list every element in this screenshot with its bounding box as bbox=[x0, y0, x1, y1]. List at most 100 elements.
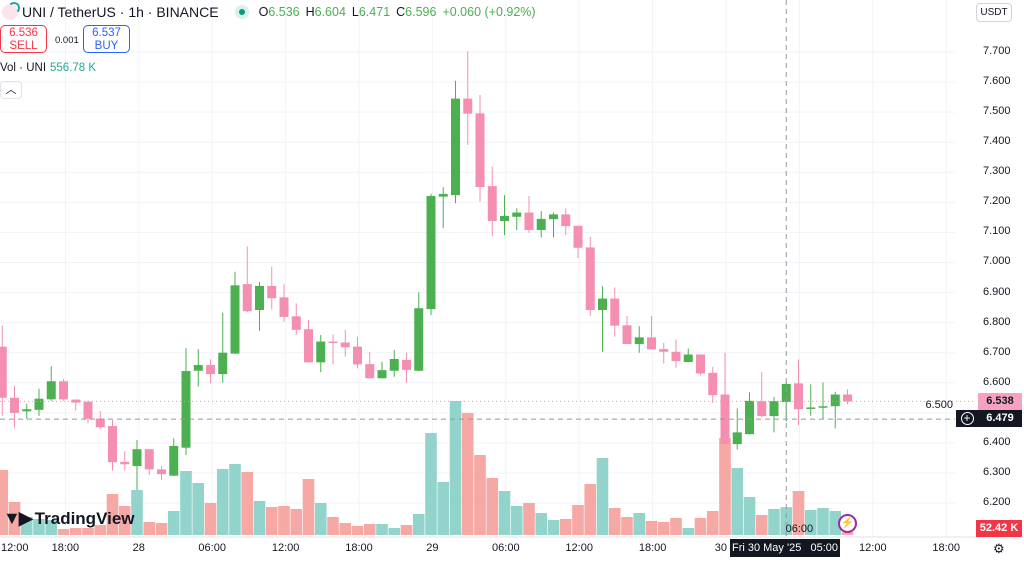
volume-bar bbox=[657, 522, 670, 535]
candle-body bbox=[683, 354, 693, 363]
candle-body bbox=[10, 397, 19, 413]
volume-bar bbox=[155, 523, 168, 535]
price-tick: 6.900 bbox=[983, 285, 1011, 298]
time-tick: 29 bbox=[426, 542, 439, 554]
settings-icon[interactable]: ⚙ bbox=[993, 541, 1005, 556]
lightning-icon[interactable]: ⚡ bbox=[838, 514, 857, 533]
candle-body bbox=[132, 449, 142, 467]
last-price-label: 6.538 bbox=[978, 393, 1022, 410]
high-value: 6.604 bbox=[314, 5, 346, 19]
candle-body bbox=[696, 354, 705, 374]
price-tick: 7.500 bbox=[983, 105, 1011, 118]
volume-bar bbox=[792, 491, 805, 535]
time-tick: 28 bbox=[132, 542, 145, 554]
time-tick: 06:00 bbox=[492, 542, 520, 554]
candle-body bbox=[451, 98, 460, 196]
volume-bar bbox=[437, 482, 450, 535]
candle-body bbox=[193, 365, 203, 371]
time-tick: 18:00 bbox=[51, 542, 80, 554]
candle-body bbox=[757, 401, 767, 417]
time-tick: 06:00 bbox=[785, 523, 814, 535]
volume-bar bbox=[363, 524, 376, 535]
candle-body bbox=[46, 381, 56, 400]
price-tick: 7.700 bbox=[983, 45, 1011, 57]
volume-bar bbox=[216, 469, 229, 535]
volume-bar bbox=[45, 520, 58, 535]
candle-body bbox=[414, 308, 424, 371]
candle-body bbox=[340, 342, 350, 348]
low-value: 6.471 bbox=[358, 5, 391, 19]
time-tick: 06:00 bbox=[198, 542, 226, 554]
volume-bar bbox=[829, 511, 842, 535]
candle-body bbox=[708, 372, 718, 396]
ohlc-legend: O6.536 H6.604 L6.471 C6.596 +0.060 (+0.9… bbox=[258, 5, 536, 19]
candle-body bbox=[794, 383, 803, 410]
price-tick: 6.800 bbox=[983, 315, 1011, 328]
crosshair-price-label: 6.479 bbox=[978, 410, 1022, 427]
candle-body bbox=[279, 297, 289, 317]
candle-body bbox=[500, 215, 509, 221]
market-open-status-icon[interactable] bbox=[234, 5, 249, 19]
tradingview-logo[interactable]: ▼▶ TradingView bbox=[3, 508, 135, 528]
price-tick: 6.500 bbox=[925, 398, 953, 411]
candle-body bbox=[732, 432, 742, 445]
price-tick: 7.600 bbox=[983, 75, 1011, 88]
sell-button[interactable]: 6.536 SELL bbox=[0, 25, 47, 53]
candle-body bbox=[402, 359, 411, 370]
crosshair-time-label: Fri 30 May '25 05:00 bbox=[730, 539, 840, 557]
volume-bar bbox=[523, 503, 535, 535]
candle-body bbox=[671, 351, 681, 362]
volume-bar bbox=[82, 528, 94, 535]
volume-bar bbox=[290, 509, 303, 535]
volume-bar bbox=[33, 519, 45, 535]
volume-bar bbox=[670, 518, 682, 535]
buy-button[interactable]: 6.537 BUY bbox=[83, 25, 130, 53]
candle-body bbox=[659, 349, 669, 352]
price-tick: 6.300 bbox=[983, 465, 1011, 478]
volume-bar bbox=[596, 458, 609, 535]
candle-body bbox=[512, 212, 522, 217]
candle-body bbox=[634, 337, 644, 344]
volume-bar bbox=[94, 525, 107, 535]
candle-body bbox=[59, 381, 68, 400]
candle-body bbox=[255, 285, 264, 311]
volume-bar bbox=[510, 506, 523, 535]
volume-bar bbox=[706, 511, 719, 535]
candle-body bbox=[647, 337, 656, 350]
symbol-title[interactable]: UNI / TetherUS · 1h · BINANCE bbox=[22, 4, 219, 20]
volume-bar bbox=[388, 528, 401, 535]
volume-legend[interactable]: Vol · UNI 556.78 K bbox=[0, 62, 97, 74]
volume-bar bbox=[400, 525, 413, 535]
chevron-up-icon: ︿ bbox=[5, 84, 17, 96]
volume-bar bbox=[572, 505, 584, 535]
add-alert-button[interactable]: + bbox=[956, 410, 978, 427]
candle-body bbox=[438, 193, 448, 197]
price-tick: 7.100 bbox=[983, 225, 1011, 238]
candle-body bbox=[0, 346, 7, 398]
volume-bar bbox=[780, 507, 793, 535]
candle-body bbox=[475, 113, 485, 188]
price-tick: 6.200 bbox=[983, 496, 1011, 509]
volume-bar bbox=[731, 468, 744, 535]
volume-bar bbox=[559, 519, 572, 535]
volume-bar bbox=[425, 433, 437, 535]
volume-bar bbox=[449, 401, 462, 535]
volume-bar bbox=[253, 501, 266, 535]
volume-bar bbox=[474, 455, 486, 535]
time-tick: 30 bbox=[714, 542, 727, 554]
volume-bar bbox=[302, 479, 315, 535]
candle-body bbox=[610, 298, 620, 326]
volume-bar bbox=[351, 526, 364, 535]
collapse-legend-button[interactable]: ︿ bbox=[0, 81, 22, 99]
volume-bar bbox=[118, 506, 131, 535]
price-tick: 6.700 bbox=[983, 345, 1011, 358]
price-tick: 7.400 bbox=[983, 135, 1011, 148]
volume-bar bbox=[755, 515, 768, 535]
candle-body bbox=[781, 383, 791, 403]
volume-bar bbox=[143, 522, 156, 535]
candle-body bbox=[843, 394, 852, 402]
currency-button[interactable]: USDT bbox=[976, 3, 1012, 22]
volume-bar bbox=[229, 464, 241, 535]
candle-body bbox=[34, 398, 44, 410]
